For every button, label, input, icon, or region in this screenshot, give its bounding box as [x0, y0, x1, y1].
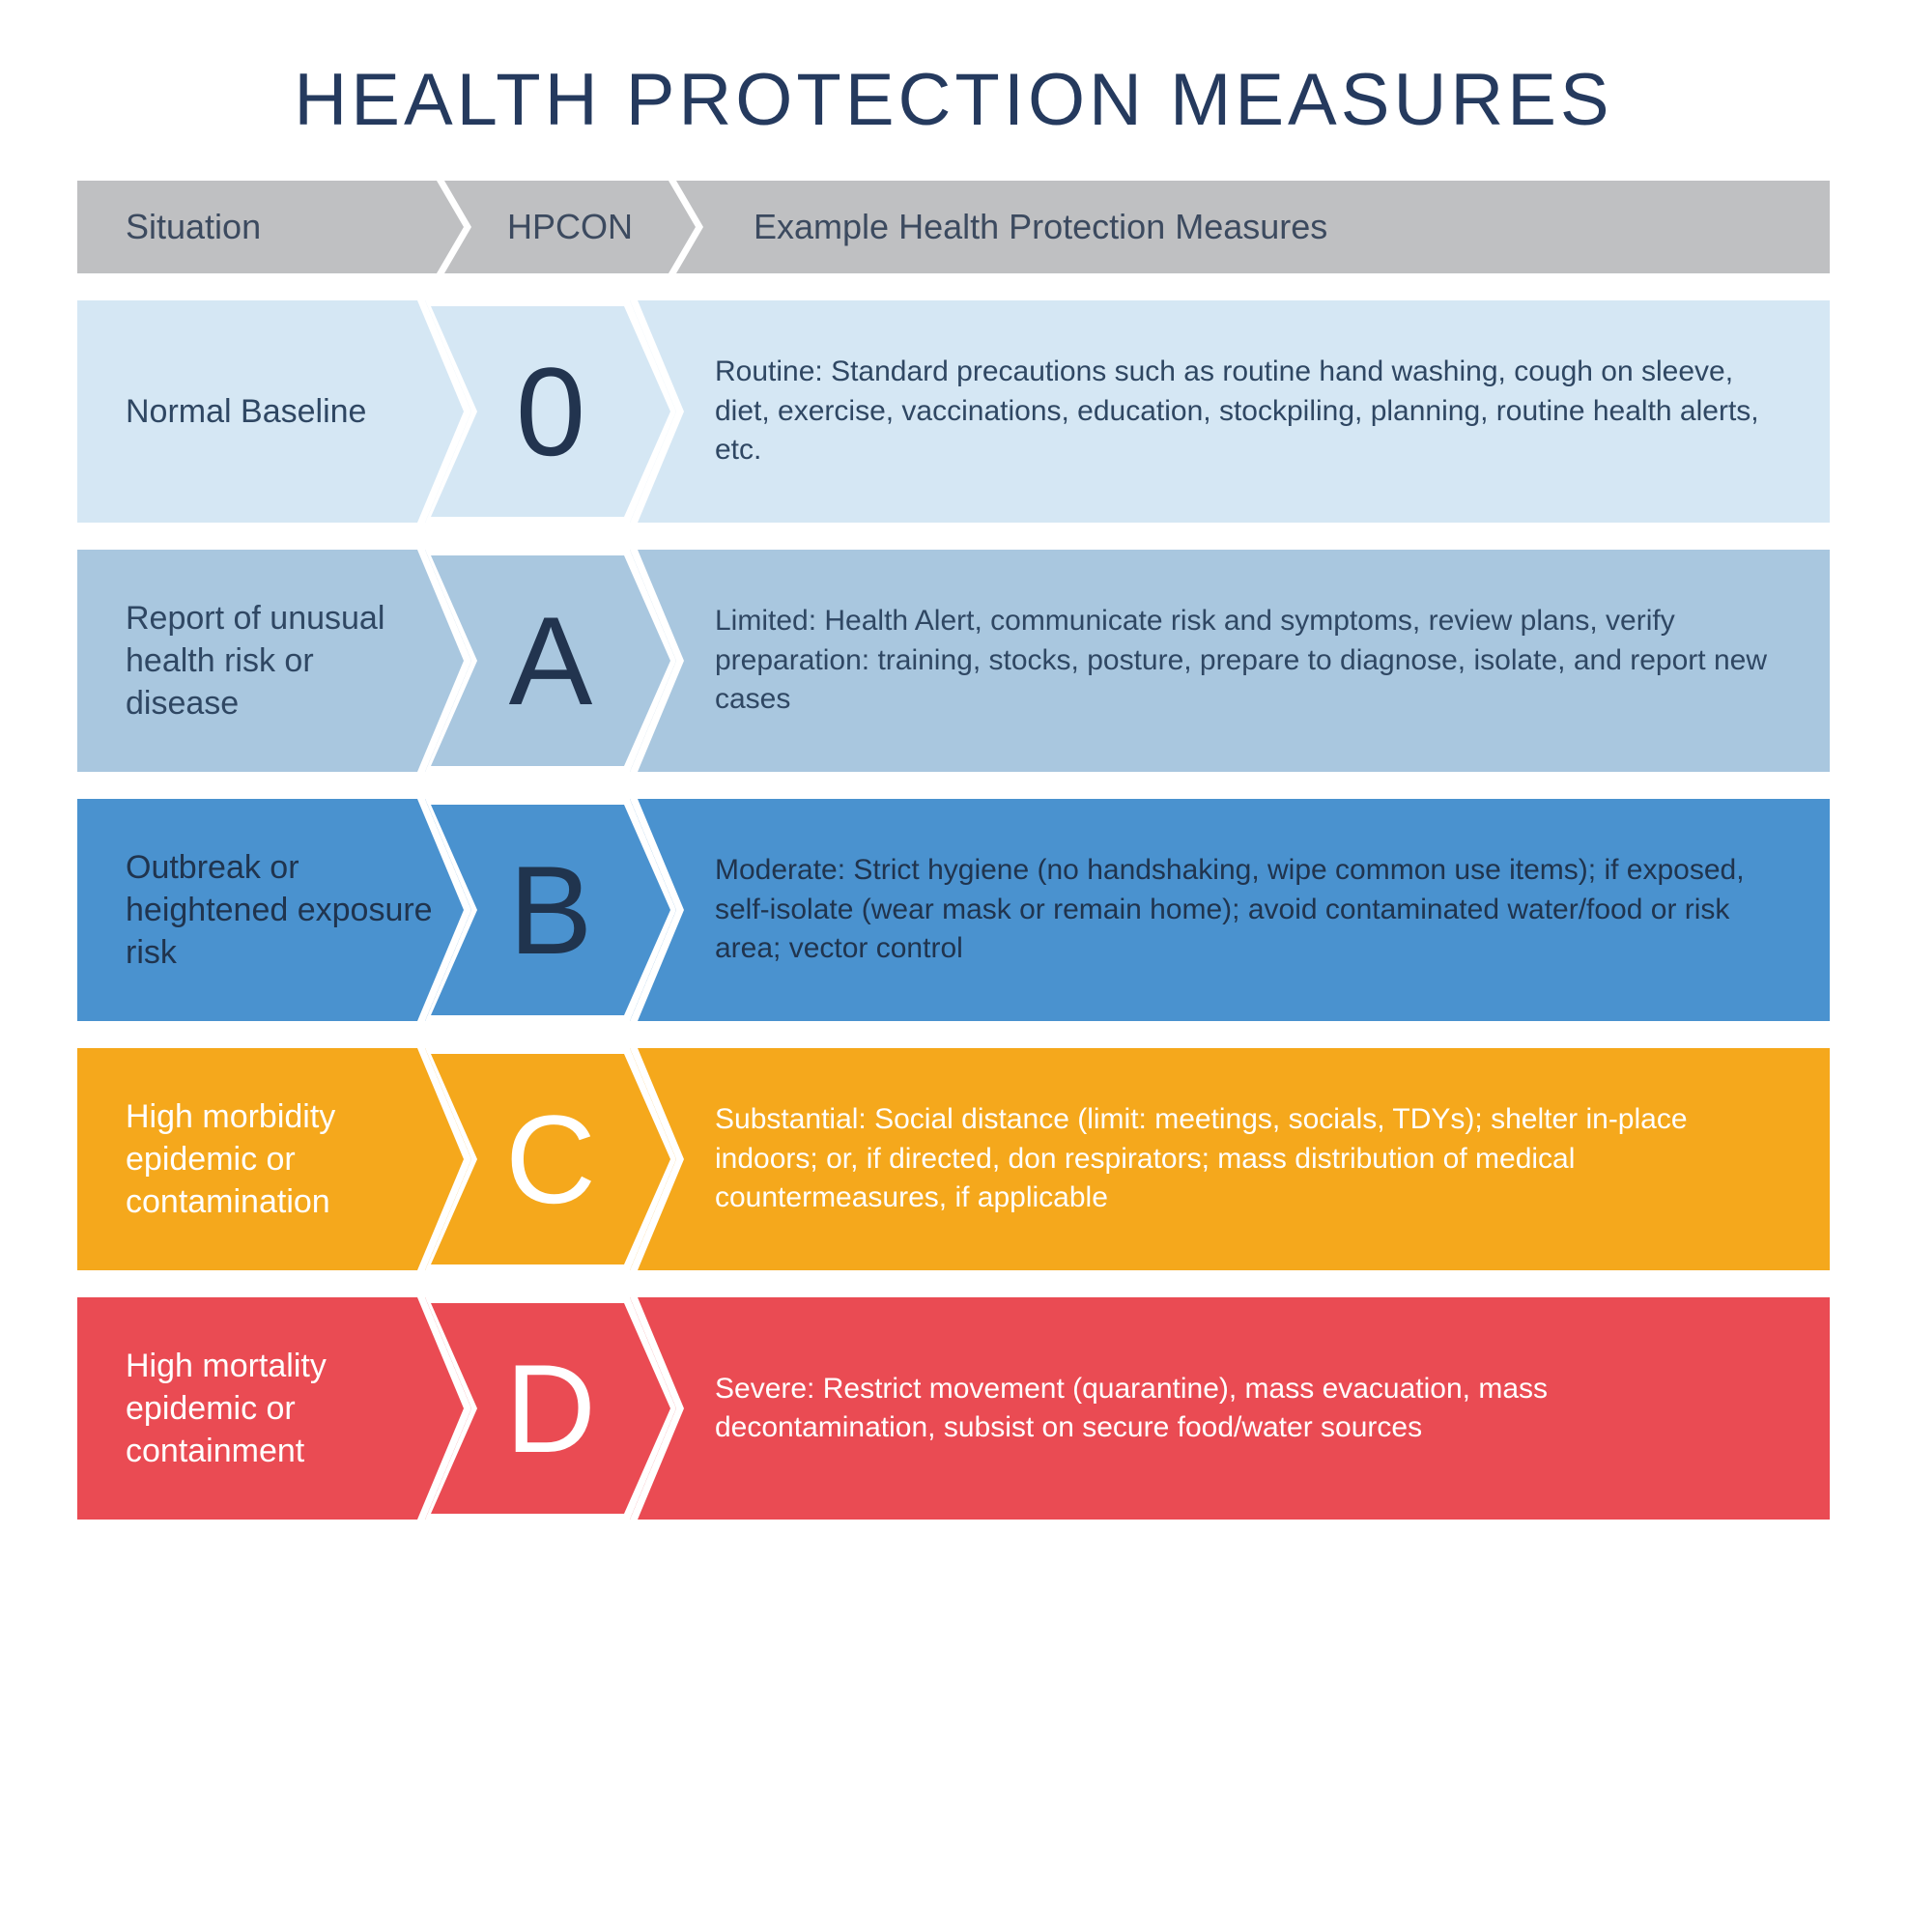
- hpcon-row: Normal Baseline 0 Routine: Standard precau…: [77, 300, 1830, 523]
- hpcon-row: Outbreak or heightened exposure risk B Mod…: [77, 799, 1830, 1021]
- hpcon-row: High mortality epidemic or containment D S…: [77, 1297, 1830, 1520]
- hpcon-letter: B: [509, 847, 593, 973]
- situation-text: High morbidity epidemic or contamination: [126, 1095, 435, 1224]
- situation-text: Report of unusual health risk or disease: [126, 597, 435, 725]
- page-title: HEALTH PROTECTION MEASURES: [77, 58, 1830, 142]
- hpcon-letter: 0: [516, 349, 585, 474]
- situation-text: Outbreak or heightened exposure risk: [126, 846, 435, 975]
- header-row: Situation HPCON Example Health Protection …: [77, 181, 1830, 273]
- measures-text: Moderate: Strict hygiene (no handshaking…: [715, 851, 1772, 969]
- hpcon-letter: D: [505, 1346, 596, 1471]
- hpcon-letter: A: [509, 598, 593, 724]
- measures-text: Substantial: Social distance (limit: mee…: [715, 1100, 1772, 1218]
- header-measures: Example Health Protection Measures: [754, 207, 1327, 247]
- hpcon-row: High morbidity epidemic or contamination…: [77, 1048, 1830, 1270]
- hpcon-letter: C: [505, 1096, 596, 1222]
- measures-text: Routine: Standard precautions such as ro…: [715, 353, 1772, 470]
- header-hpcon: HPCON: [507, 207, 633, 247]
- situation-text: Normal Baseline: [126, 390, 366, 433]
- situation-text: High mortality epidemic or containment: [126, 1345, 435, 1473]
- hpcon-row: Report of unusual health risk or disease…: [77, 550, 1830, 772]
- measures-text: Limited: Health Alert, communicate risk …: [715, 602, 1772, 720]
- hpcon-chart: Situation HPCON Example Health Protection …: [77, 181, 1830, 1520]
- header-situation: Situation: [126, 207, 261, 247]
- measures-text: Severe: Restrict movement (quarantine), …: [715, 1370, 1772, 1448]
